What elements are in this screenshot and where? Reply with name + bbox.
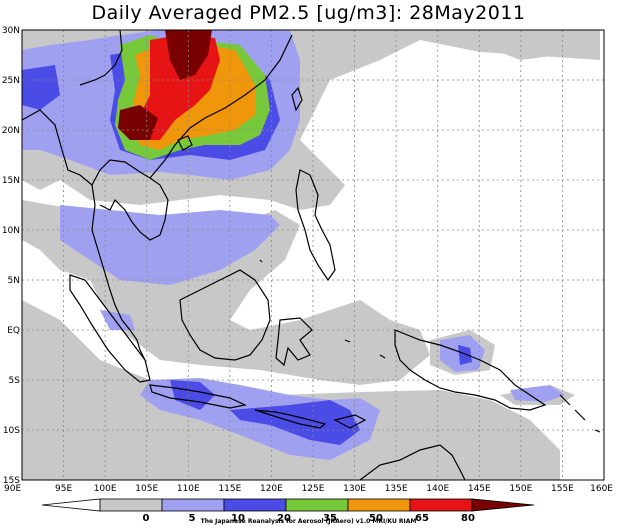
colorbar-swatch bbox=[99, 498, 163, 512]
colorbar-arrow-high bbox=[471, 498, 535, 512]
longitude-label: 155E bbox=[551, 484, 574, 494]
colorbar-level-label: 80 bbox=[461, 513, 475, 524]
longitude-label: 115E bbox=[218, 484, 241, 494]
latitude-label: 30N bbox=[2, 26, 20, 36]
map-frame bbox=[21, 29, 605, 481]
colorbar: 0 5 10 20 35 50 65 80 bbox=[41, 498, 535, 524]
gridlines bbox=[22, 30, 604, 480]
longitude-labels: 90E 95E 100E 105E 110E 115E 120E 125E 130E 135E 14… bbox=[4, 484, 613, 494]
longitude-label: 145E bbox=[468, 484, 491, 494]
latitude-label: 10N bbox=[2, 226, 20, 236]
latitude-label: 5N bbox=[8, 276, 20, 286]
pm25-field bbox=[22, 30, 600, 480]
longitude-label: 130E bbox=[343, 484, 366, 494]
longitude-label: 140E bbox=[426, 484, 449, 494]
colorbar-swatch bbox=[285, 498, 349, 512]
colorbar-level-label: 10 bbox=[231, 513, 245, 524]
longitude-label: 100E bbox=[94, 484, 117, 494]
colorbar-level-label: 5 bbox=[189, 513, 196, 524]
colorbar-swatch bbox=[347, 498, 411, 512]
coastlines bbox=[22, 30, 601, 480]
longitude-label: 95E bbox=[55, 484, 72, 494]
latitude-label: EQ bbox=[7, 326, 20, 336]
colorbar-level-label: 50 bbox=[369, 513, 383, 524]
latitude-labels: 30N 25N 20N 15N 10N 5N EQ 5S 10S 15S bbox=[2, 26, 20, 486]
colorbar-swatch bbox=[409, 498, 473, 512]
map-title: Daily Averaged PM2.5 [ug/m3]: 28May2011 bbox=[91, 2, 526, 24]
colorbar-level-label: 0 bbox=[143, 513, 150, 524]
longitude-label: 160E bbox=[590, 484, 613, 494]
longitude-label: 125E bbox=[302, 484, 325, 494]
colorbar-level-label: 20 bbox=[277, 513, 291, 524]
latitude-label: 5S bbox=[9, 376, 21, 386]
colorbar-swatch bbox=[161, 498, 225, 512]
longitude-label: 110E bbox=[177, 484, 200, 494]
longitude-label: 90E bbox=[4, 484, 21, 494]
longitude-label: 105E bbox=[135, 484, 158, 494]
latitude-label: 20N bbox=[2, 126, 20, 136]
longitude-label: 135E bbox=[385, 484, 408, 494]
longitude-label: 120E bbox=[260, 484, 283, 494]
latitude-label: 10S bbox=[3, 426, 20, 436]
colorbar-level-label: 35 bbox=[323, 513, 337, 524]
colorbar-swatch bbox=[223, 498, 287, 512]
latitude-label: 15N bbox=[2, 176, 20, 186]
latitude-label: 15S bbox=[3, 476, 20, 486]
colorbar-arrow-low bbox=[41, 498, 101, 512]
longitude-label: 150E bbox=[509, 484, 532, 494]
colorbar-level-label: 65 bbox=[415, 513, 429, 524]
latitude-label: 25N bbox=[2, 76, 20, 86]
credit-text: The Japanese Reanalysis for Aerosol (JRA… bbox=[200, 518, 417, 525]
